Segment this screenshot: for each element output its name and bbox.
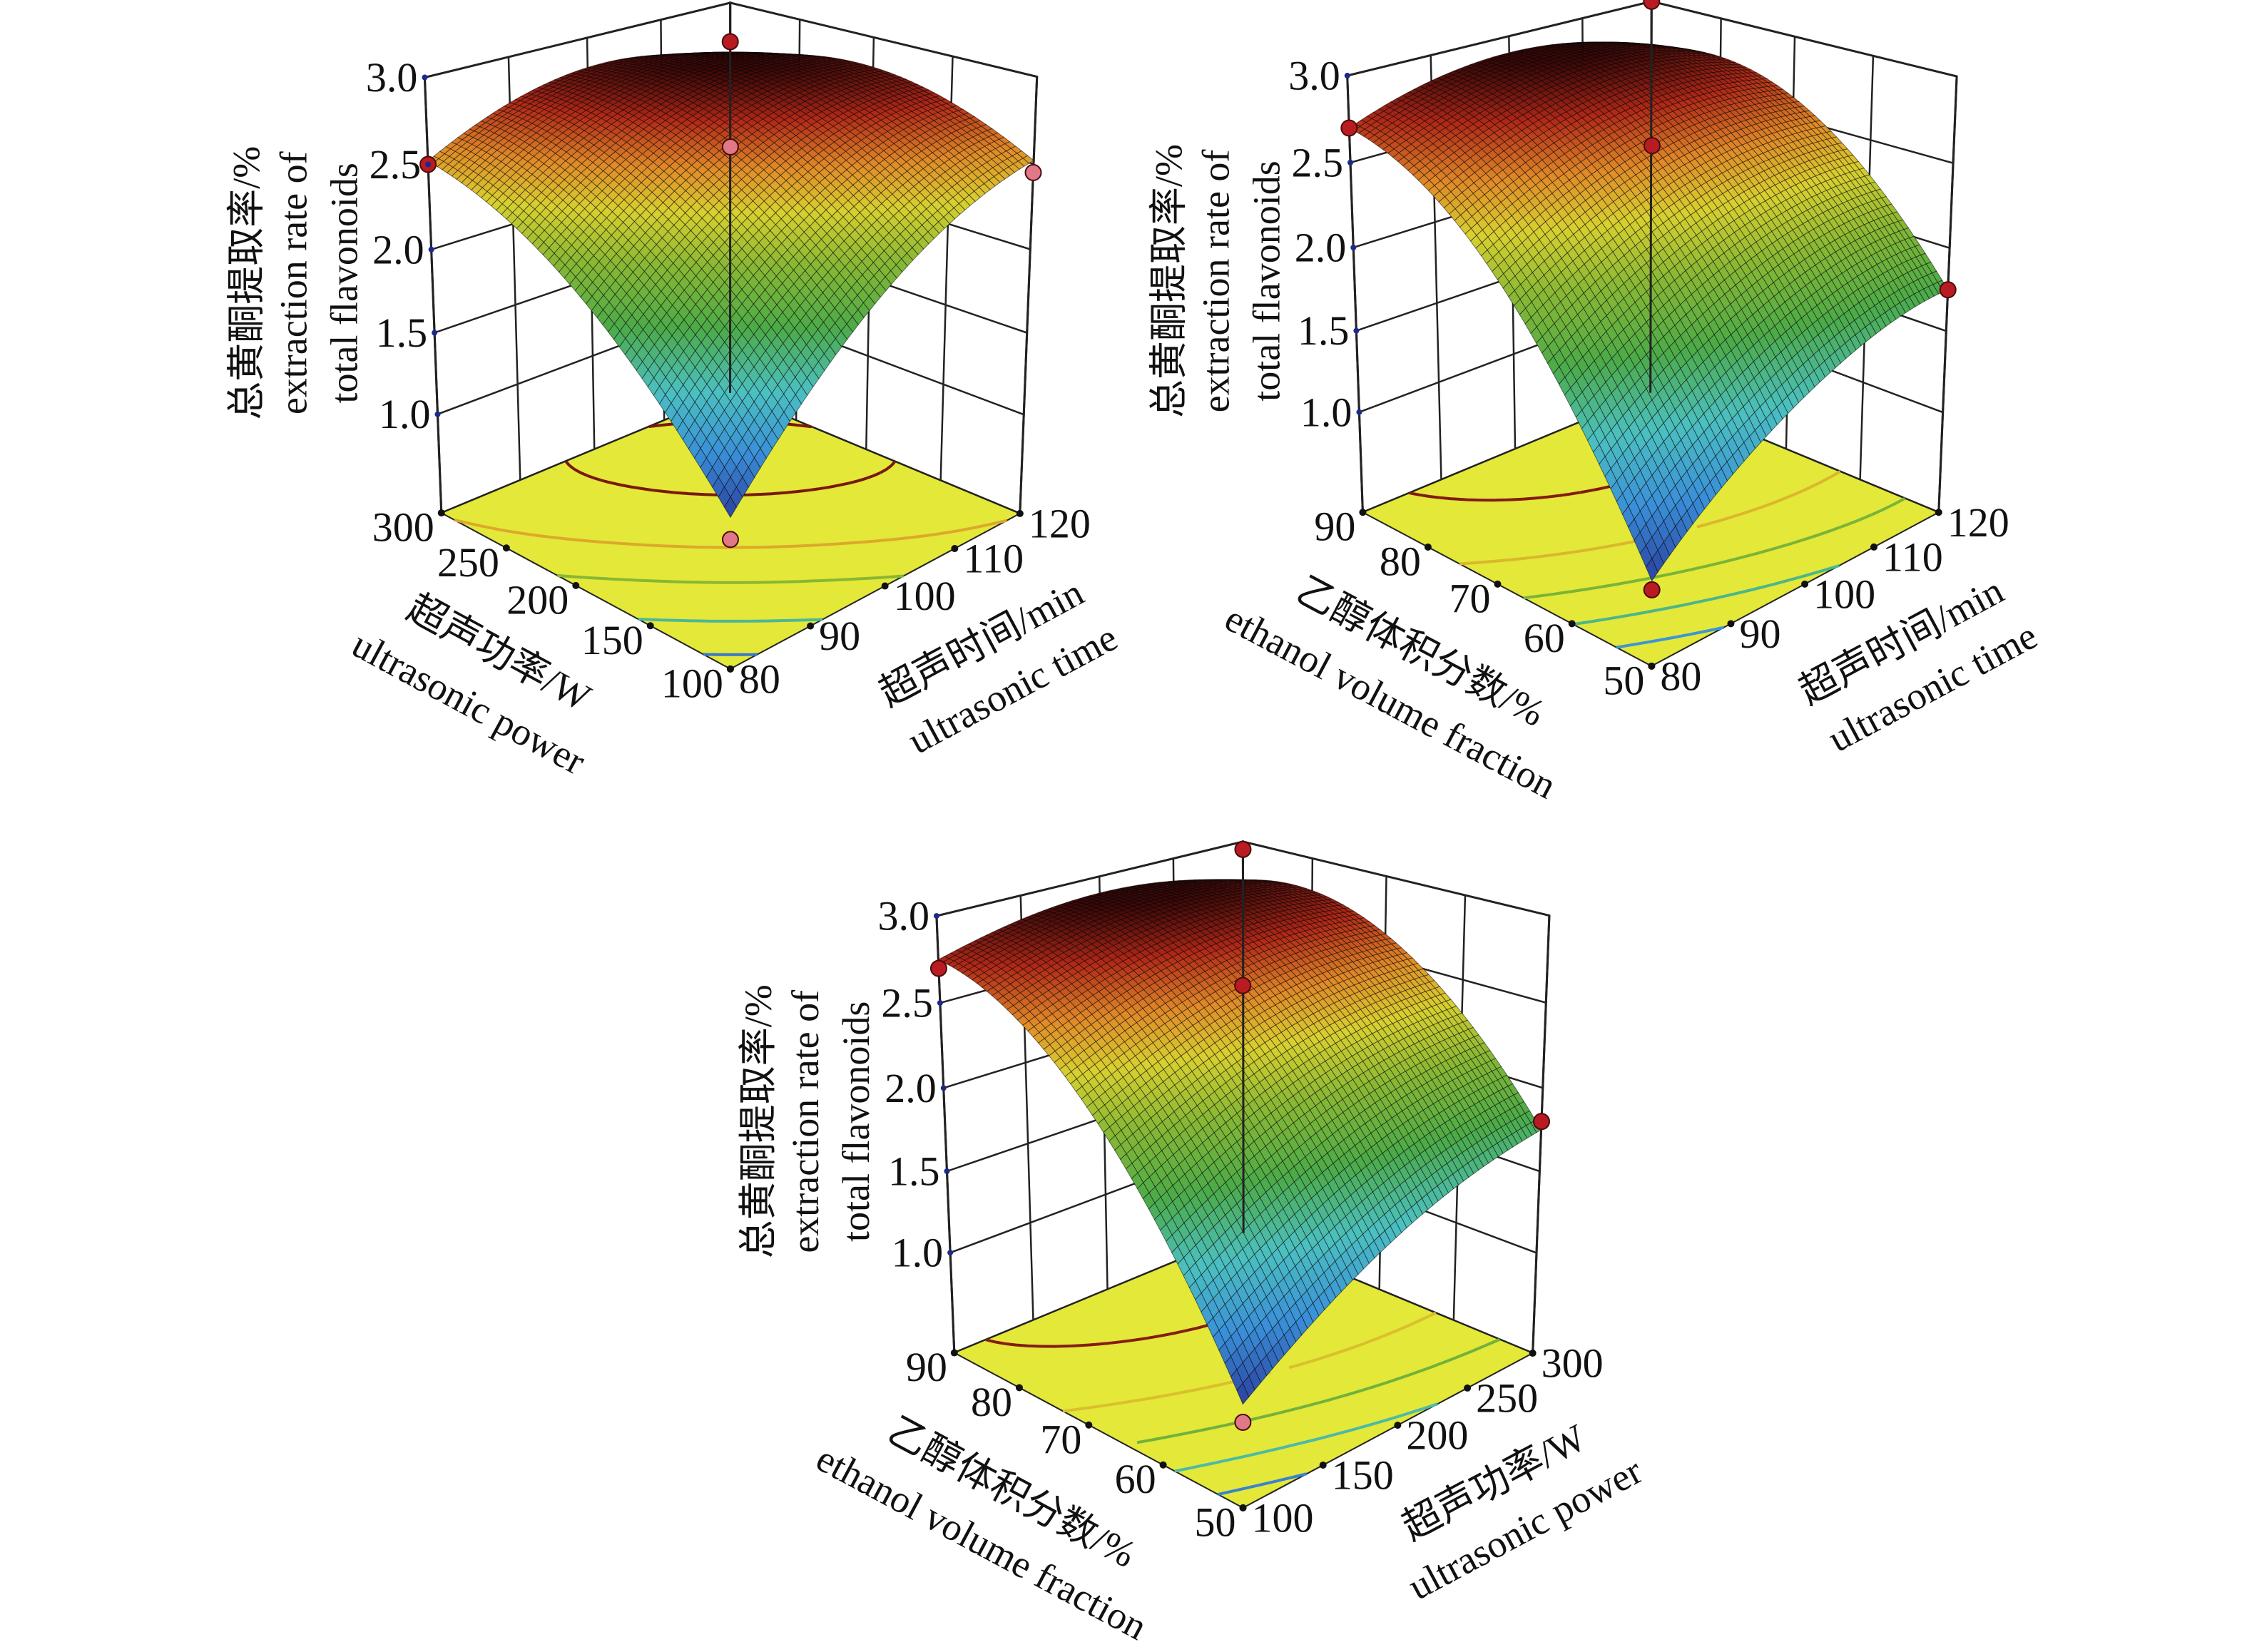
x2-tick-mark [951,545,959,553]
x1-tick-label: 250 [437,539,499,586]
contour-line [557,573,904,584]
x2-tick-mark [807,622,815,630]
contour-line [454,518,1008,549]
contour-line [638,618,823,623]
surface-plot-1: 1.01.52.02.53.01001502002503008090100110… [225,1,1124,783]
x1-tick-mark [437,509,445,517]
design-point [721,531,739,549]
z-axis-title: 总黄酮提取率/% [225,146,268,420]
z-axis-title: total flavonoids [322,163,365,403]
x1-tick-mark [502,544,510,552]
design-point [721,138,739,155]
z-tick-mark [432,330,438,336]
z-tick-mark [425,161,432,168]
floor-contours [454,419,1008,656]
x1-tick-label: 200 [506,576,569,623]
x2-tick-label: 100 [894,573,956,619]
design-point [721,33,739,51]
surface-plot-2: 1.01.52.02.53.050607080908090100110120乙醇… [1148,0,2044,807]
x1-tick-mark [572,581,580,589]
design-point [1024,163,1042,181]
x2-tick-mark [1016,509,1024,517]
x1-tick-label: 300 [372,504,434,551]
response-surface [427,51,1034,519]
z-tick-mark [434,411,441,417]
z-axis-title: extraction rate of [272,151,315,414]
x2-tick-mark [881,582,889,590]
x1-tick-label: 150 [581,617,643,663]
x2-tick-label: 110 [963,536,1024,582]
z-tick-mark [428,246,434,253]
z-tick-label: 2.5 [370,141,422,188]
z-tick-label: 1.5 [376,310,428,356]
z-tick-mark [422,74,428,81]
x2-tick-label: 90 [819,613,860,659]
x2-tick-mark [726,665,734,673]
x2-tick-label: 80 [739,656,780,702]
z-tick-label: 3.0 [366,54,418,101]
x1-tick-mark [646,622,654,630]
x1-tick-label: 100 [661,660,723,706]
z-tick-label: 2.0 [372,226,424,272]
z-tick-label: 1.0 [379,391,431,437]
x2-tick-label: 120 [1029,500,1091,546]
